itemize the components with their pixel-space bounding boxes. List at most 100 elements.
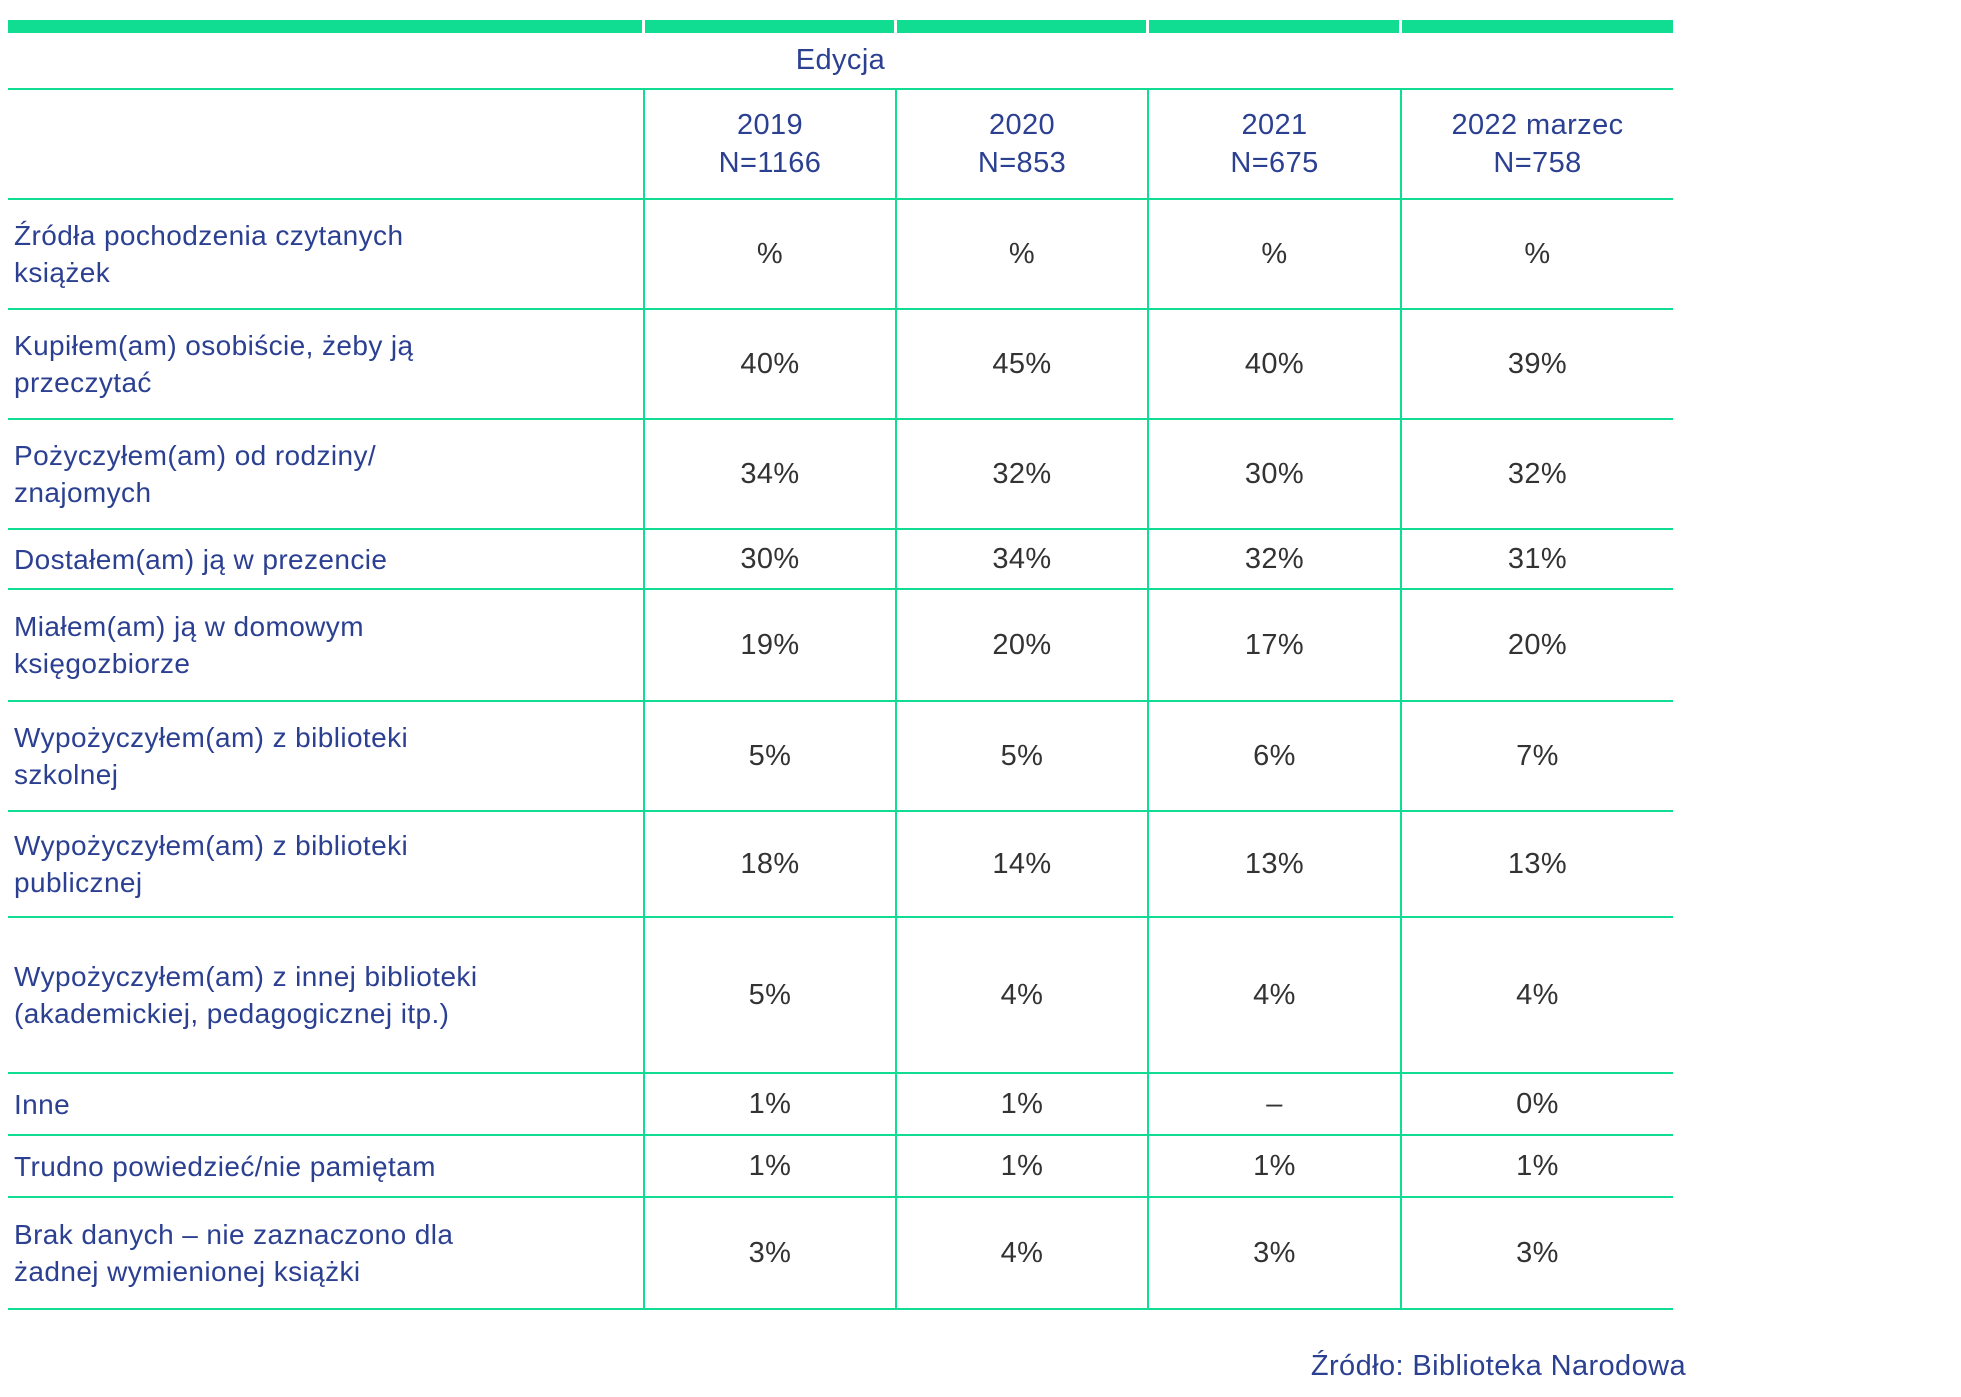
value-cell: 3% — [1400, 1198, 1673, 1308]
row-label: Kupiłem(am) osobiście, żeby ją przeczyta… — [8, 310, 643, 418]
value-cell: 20% — [1400, 590, 1673, 700]
row-label-text: Inne — [14, 1088, 71, 1120]
row-label-text: Dostałem(am) ją w prezencie — [14, 543, 388, 575]
value-cell: 1% — [643, 1136, 895, 1196]
row-label: Wypożyczyłem(am) z innej biblioteki (aka… — [8, 918, 643, 1072]
column-year-label: 2020 — [988, 109, 1056, 141]
value-cell: 1% — [1400, 1136, 1673, 1196]
value-cell: 1% — [895, 1136, 1147, 1196]
stub-header-text: Źródła pochodzenia czytanych książek — [14, 220, 404, 288]
book-sources-table: Edycja 2019 N=1166 2020 N=853 2021 N=675 2022 … — [8, 20, 1673, 1310]
row-label: Trudno powiedzieć/nie pamiętam — [8, 1136, 643, 1196]
value-cell: 30% — [643, 530, 895, 588]
unit-cell: % — [643, 200, 895, 308]
value-cell: 4% — [895, 1198, 1147, 1308]
value-cell: 17% — [1147, 590, 1400, 700]
row-label-text: Pożyczyłem(am) od rodziny/ znajomych — [14, 440, 377, 508]
value-cell: – — [1147, 1074, 1400, 1134]
column-year-label: 2021 — [1241, 109, 1308, 141]
value-cell: 3% — [1147, 1198, 1400, 1308]
value-cell: 39% — [1400, 310, 1673, 418]
value-cell: 5% — [643, 918, 895, 1072]
table-row: Trudno powiedzieć/nie pamiętam 1% 1% 1% 1% — [8, 1136, 1673, 1198]
value-cell: 4% — [1147, 918, 1400, 1072]
value-cell: 20% — [895, 590, 1147, 700]
unit-row: Źródła pochodzenia czytanych książek %%%… — [8, 200, 1673, 310]
column-n-label: N=675 — [1230, 147, 1319, 179]
unit-cell: % — [895, 200, 1147, 308]
value-cell: 32% — [895, 420, 1147, 528]
table-row: Miałem(am) ją w domowym księgozbiorze 19%… — [8, 590, 1673, 702]
column-header: 2022 marzec N=758 — [1400, 90, 1673, 198]
column-header: 2020 N=853 — [895, 90, 1147, 198]
value-cell: 1% — [643, 1074, 895, 1134]
value-cell: 13% — [1147, 812, 1400, 916]
row-label-text: Brak danych – nie zaznaczono dla żadnej … — [14, 1219, 454, 1287]
value-cell: 14% — [895, 812, 1147, 916]
value-cell: 19% — [643, 590, 895, 700]
row-label: Wypożyczyłem(am) z biblioteki szkolnej — [8, 702, 643, 810]
column-n-label: N=1166 — [718, 147, 822, 179]
column-year-label: 2019 — [736, 109, 804, 141]
value-cell: 40% — [643, 310, 895, 418]
table-row: Wypożyczyłem(am) z biblioteki publicznej… — [8, 812, 1673, 918]
unit-cell: % — [1400, 200, 1673, 308]
column-n-label: N=758 — [1493, 147, 1582, 179]
stub-header-cell: Źródła pochodzenia czytanych książek — [8, 200, 643, 308]
value-cell: 45% — [895, 310, 1147, 418]
value-cell: 34% — [643, 420, 895, 528]
column-header: 2019 N=1166 — [643, 90, 895, 198]
row-label: Pożyczyłem(am) od rodziny/ znajomych — [8, 420, 643, 528]
value-cell: 6% — [1147, 702, 1400, 810]
row-label: Wypożyczyłem(am) z biblioteki publicznej — [8, 812, 643, 916]
table-row: Wypożyczyłem(am) z biblioteki szkolnej 5%… — [8, 702, 1673, 812]
column-year-label: 2022 marzec — [1451, 109, 1624, 141]
table-row: Wypożyczyłem(am) z innej biblioteki (aka… — [8, 918, 1673, 1074]
column-gap-notch — [642, 20, 645, 33]
row-label: Inne — [8, 1074, 643, 1134]
row-label-text: Trudno powiedzieć/nie pamiętam — [14, 1150, 436, 1182]
table-row: Kupiłem(am) osobiście, żeby ją przeczyta… — [8, 310, 1673, 420]
row-label-text: Wypożyczyłem(am) z biblioteki szkolnej — [14, 722, 409, 790]
value-cell: 4% — [895, 918, 1147, 1072]
value-cell: 0% — [1400, 1074, 1673, 1134]
value-cell: 34% — [895, 530, 1147, 588]
column-n-label: N=853 — [977, 147, 1067, 179]
row-label: Dostałem(am) ją w prezencie — [8, 530, 643, 588]
row-label: Miałem(am) ją w domowym księgozbiorze — [8, 590, 643, 700]
unit-cell: % — [1147, 200, 1400, 308]
value-cell: 18% — [643, 812, 895, 916]
column-gap-notch — [894, 20, 897, 33]
value-cell: 5% — [643, 702, 895, 810]
column-gap-notch — [1146, 20, 1149, 33]
column-gap-notch — [1399, 20, 1402, 33]
value-cell: 3% — [643, 1198, 895, 1308]
source-note: Źródło: Biblioteka Narodowa — [1310, 1350, 1686, 1382]
column-header-row: 2019 N=1166 2020 N=853 2021 N=675 2022 marzec N… — [8, 90, 1673, 200]
row-label-text: Kupiłem(am) osobiście, żeby ją przeczyta… — [14, 330, 414, 398]
row-label-text: Wypożyczyłem(am) z innej biblioteki (aka… — [14, 961, 478, 1029]
table-row: Inne 1% 1% –0% — [8, 1074, 1673, 1136]
table-top-accent-bar — [8, 20, 1673, 33]
group-header-edycja: Edycja — [8, 33, 1673, 90]
value-cell: 40% — [1147, 310, 1400, 418]
value-cell: 13% — [1400, 812, 1673, 916]
table-row: Pożyczyłem(am) od rodziny/ znajomych 34% 3… — [8, 420, 1673, 530]
row-label: Brak danych – nie zaznaczono dla żadnej … — [8, 1198, 643, 1308]
row-label-text: Miałem(am) ją w domowym księgozbiorze — [14, 611, 364, 679]
value-cell: 1% — [1147, 1136, 1400, 1196]
value-cell: 31% — [1400, 530, 1673, 588]
value-cell: 7% — [1400, 702, 1673, 810]
value-cell: 1% — [895, 1074, 1147, 1134]
value-cell: 5% — [895, 702, 1147, 810]
value-cell: 32% — [1400, 420, 1673, 528]
table-body: Kupiłem(am) osobiście, żeby ją przeczyta… — [8, 310, 1673, 1310]
column-header: 2021 N=675 — [1147, 90, 1400, 198]
value-cell: 30% — [1147, 420, 1400, 528]
table-row: Brak danych – nie zaznaczono dla żadnej … — [8, 1198, 1673, 1310]
row-label-text: Wypożyczyłem(am) z biblioteki publicznej — [14, 830, 409, 898]
stub-header-empty-cell — [8, 90, 643, 198]
value-cell: 32% — [1147, 530, 1400, 588]
value-cell: 4% — [1400, 918, 1673, 1072]
